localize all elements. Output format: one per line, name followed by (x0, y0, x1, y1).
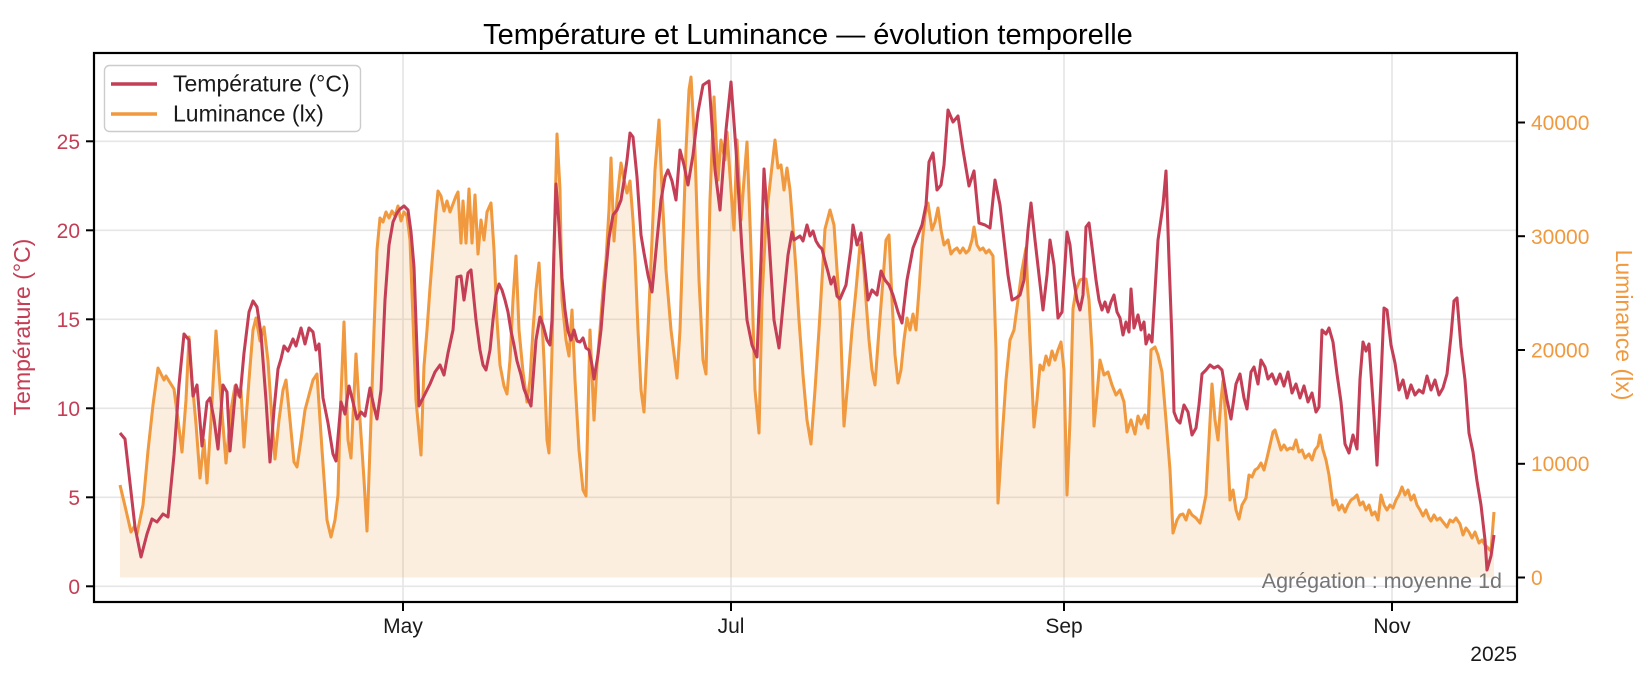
svg-text:Température (°C): Température (°C) (173, 71, 350, 97)
svg-text:15: 15 (57, 309, 80, 332)
svg-text:Jul: Jul (718, 615, 745, 638)
svg-text:40000: 40000 (1531, 112, 1589, 135)
svg-text:5: 5 (68, 487, 80, 510)
svg-text:Sep: Sep (1045, 615, 1082, 638)
svg-text:May: May (383, 615, 423, 638)
svg-text:20: 20 (57, 220, 80, 243)
svg-text:10000: 10000 (1531, 453, 1589, 476)
svg-text:Température (°C): Température (°C) (9, 239, 35, 416)
svg-text:25: 25 (57, 131, 80, 154)
svg-text:10: 10 (57, 398, 80, 421)
svg-text:30000: 30000 (1531, 226, 1589, 249)
svg-text:Nov: Nov (1373, 615, 1411, 638)
svg-text:0: 0 (68, 576, 80, 599)
svg-text:Température et Luminance — évo: Température et Luminance — évolution tem… (483, 19, 1133, 51)
svg-text:2025: 2025 (1470, 643, 1517, 666)
svg-text:Agrégation : moyenne 1d: Agrégation : moyenne 1d (1262, 569, 1502, 593)
svg-text:Luminance (lx): Luminance (lx) (173, 101, 324, 127)
svg-text:Luminance (lx): Luminance (lx) (1611, 250, 1637, 401)
svg-text:20000: 20000 (1531, 340, 1589, 363)
svg-text:0: 0 (1531, 567, 1543, 590)
